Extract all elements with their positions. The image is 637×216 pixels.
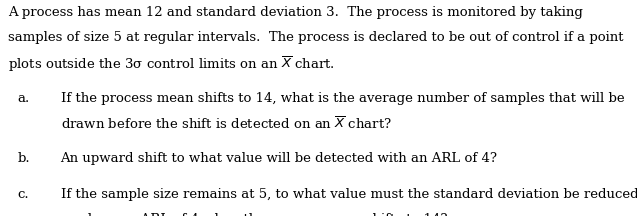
Text: samples of size 5 at regular intervals.  The process is declared to be out of co: samples of size 5 at regular intervals. … — [8, 31, 623, 44]
Text: a.: a. — [18, 92, 30, 105]
Text: plots outside the 3σ control limits on an $\overline{X}$ chart.: plots outside the 3σ control limits on a… — [8, 55, 334, 74]
Text: A process has mean 12 and standard deviation 3.  The process is monitored by tak: A process has mean 12 and standard devia… — [8, 6, 582, 19]
Text: produce an ARL of 4 when the process mean shifts to 14?: produce an ARL of 4 when the process mea… — [61, 213, 447, 216]
Text: An upward shift to what value will be detected with an ARL of 4?: An upward shift to what value will be de… — [61, 152, 497, 165]
Text: If the process mean shifts to 14, what is the average number of samples that wil: If the process mean shifts to 14, what i… — [61, 92, 624, 105]
Text: c.: c. — [18, 188, 29, 201]
Text: If the sample size remains at 5, to what value must the standard deviation be re: If the sample size remains at 5, to what… — [61, 188, 637, 201]
Text: drawn before the shift is detected on an $\overline{X}$ chart?: drawn before the shift is detected on an… — [61, 116, 392, 132]
Text: b.: b. — [18, 152, 31, 165]
